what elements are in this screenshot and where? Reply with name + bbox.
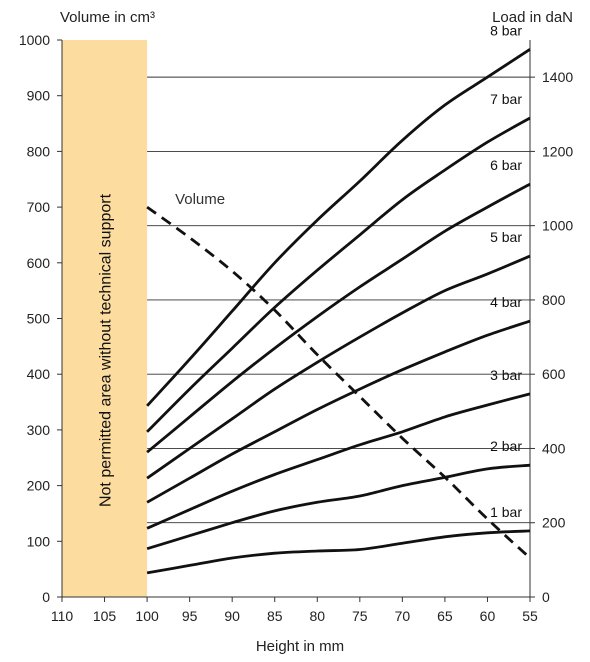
y-right-tick-label: 1000 [542,218,573,234]
restricted-zone-band [62,40,148,597]
y-left-tick-label: 200 [27,478,51,494]
series-line [146,392,531,530]
volume-label: Volume [175,191,225,208]
restricted-zone: Not permitted area without technical sup… [62,40,148,597]
volume-line [146,205,531,560]
y-right-tick-label: 1200 [542,143,573,159]
series-line [146,116,531,433]
y-right-tick-label: 600 [542,366,566,382]
y-right-tick-label: 0 [542,589,550,605]
x-tick-label: 60 [480,608,496,624]
series-line [146,182,531,454]
series-label: 5 bar [490,229,522,245]
x-tick-label: 110 [51,608,74,624]
series-label: 2 bar [490,438,522,454]
y-right-tick-label: 200 [542,515,566,531]
x-tick-label: 90 [224,608,240,624]
x-tick-label: 55 [522,608,538,624]
x-tick-label: 65 [437,608,453,624]
tick-labels: 0 100 200 300 400 500 600 700 800 900 1000 0 200 400 6… [19,32,574,624]
x-tick-label: 105 [93,608,117,624]
load-series: 1 bar 2 bar 3 bar 4 bar 5 bar 6 bar 7 bar 8 bar [146,22,531,575]
x-axis-title: Height in mm [256,638,344,655]
restricted-zone-label: Not permitted area without technical sup… [98,193,115,507]
y-left-tick-label: 900 [27,88,51,104]
axes [57,39,535,602]
y-left-tick-label: 400 [27,366,51,382]
series-line [146,529,531,575]
series-line [146,48,531,407]
y-right-tick-label: 1400 [542,69,573,85]
volume-series: Volume [146,191,531,560]
x-tick-label: 85 [267,608,283,624]
x-tick-label: 70 [395,608,411,624]
y-axis-right-title: Load in daN [492,9,573,26]
series-label: 1 bar [490,504,522,520]
y-left-tick-label: 100 [27,533,51,549]
y-left-tick-label: 700 [27,199,51,215]
y-left-tick-label: 0 [42,589,50,605]
y-left-tick-label: 800 [27,143,51,159]
x-tick-label: 95 [182,608,198,624]
series-line [146,463,531,551]
x-tick-label: 80 [309,608,325,624]
y-axis-left-title: Volume in cm³ [60,9,155,26]
series-label: 8 bar [490,22,522,38]
series-label: 3 bar [490,367,522,383]
series-label: 6 bar [490,157,522,173]
series-line [146,319,531,504]
x-tick-label: 75 [352,608,368,624]
y-right-tick-label: 800 [542,292,566,308]
series-line [146,254,531,480]
series-label: 7 bar [490,91,522,107]
y-left-tick-label: 300 [27,422,51,438]
series-label: 4 bar [490,294,522,310]
y-right-tick-label: 400 [542,440,566,456]
y-left-tick-label: 1000 [19,32,50,48]
y-left-tick-label: 500 [27,311,51,327]
x-tick-label: 100 [135,608,159,624]
y-left-tick-label: 600 [27,255,51,271]
